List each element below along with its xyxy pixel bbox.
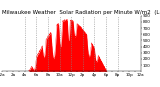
Text: Milwaukee Weather  Solar Radiation per Minute W/m2  (Last 24 Hours): Milwaukee Weather Solar Radiation per Mi… bbox=[2, 10, 160, 15]
